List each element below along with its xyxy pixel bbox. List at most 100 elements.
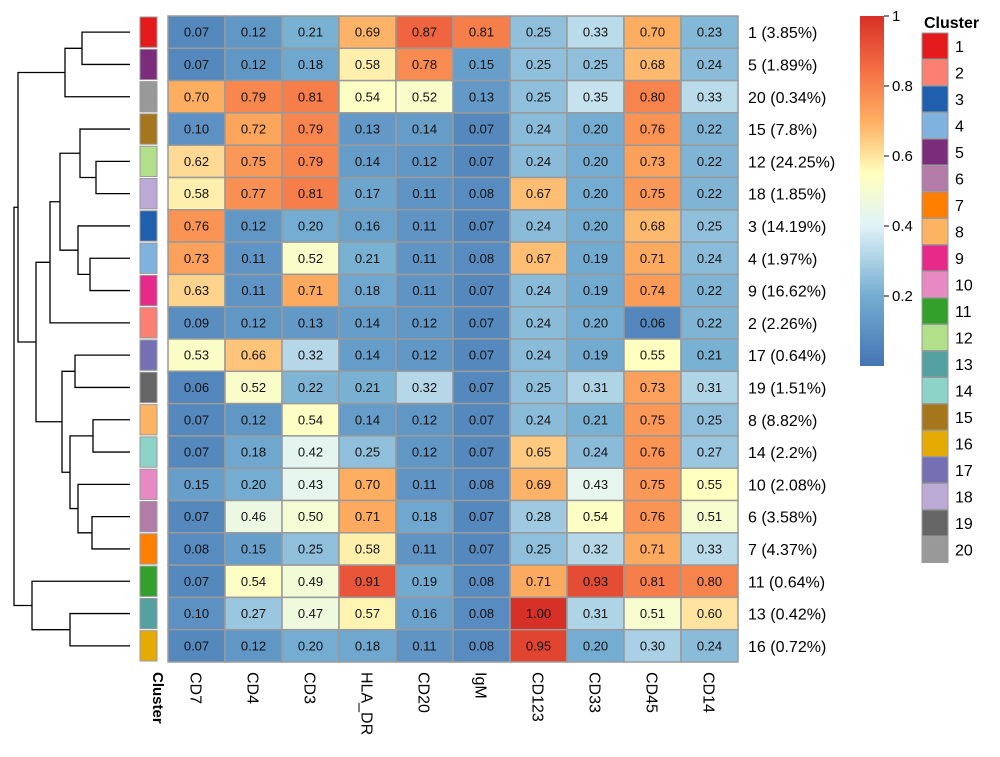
cell-value-label: 0.07 (469, 122, 494, 137)
cell-value-label: 0.68 (640, 218, 665, 233)
cell-value-label: 0.54 (355, 89, 380, 104)
cell-value-label: 0.24 (526, 122, 551, 137)
column-labels: CD7 CD4 CD3 HLA_DR CD20 IgM CD123 CD33 CD45 CD14 (187, 672, 717, 735)
cell-value-label: 0.25 (583, 57, 608, 72)
heatmap-cell (680, 467, 739, 502)
heatmap-cell (566, 402, 625, 437)
dendrogram-branch (69, 612, 130, 647)
cell-value-label: 0.20 (583, 315, 608, 330)
cell-value-label: 0.11 (241, 283, 265, 298)
heatmap-cell (680, 628, 739, 663)
column-label: CD7 (187, 672, 204, 704)
legend-swatch (921, 350, 949, 378)
legend-swatch (921, 112, 949, 139)
cell-value-label: 0.11 (412, 186, 436, 201)
cell-value-label: 0.06 (184, 380, 209, 395)
heatmap-cell (224, 499, 283, 534)
cell-value-label: 0.14 (355, 154, 380, 169)
cell-value-label: 0.31 (583, 380, 608, 395)
cell-value-label: 0.07 (184, 638, 209, 653)
cell-value-label: 0.18 (355, 283, 380, 298)
cell-value-label: 0.76 (184, 218, 209, 233)
cell-value-label: 0.12 (412, 348, 437, 363)
cell-value-label: 1.00 (526, 606, 551, 621)
cell-value-label: 0.19 (583, 251, 608, 266)
column-label: CD123 (529, 672, 546, 722)
cell-value-label: 0.09 (184, 315, 209, 330)
cell-value-label: 0.25 (526, 25, 551, 40)
cell-value-label: 0.18 (355, 638, 380, 653)
cell-value-label: 0.18 (298, 57, 323, 72)
cell-value-label: 0.55 (640, 348, 665, 363)
cluster-annotation-swatch (139, 404, 158, 436)
cell-value-label: 0.12 (241, 638, 266, 653)
cell-value-label: 0.21 (355, 251, 380, 266)
heatmap-cell (167, 596, 226, 631)
cell-value-label: 0.75 (640, 477, 665, 492)
cluster-annotation-swatch (139, 145, 158, 177)
heatmap-cell (680, 564, 739, 599)
cell-value-label: 0.21 (697, 348, 722, 363)
heatmap-cell (623, 338, 682, 373)
cell-value-label: 0.93 (583, 574, 608, 589)
heatmap-cell (566, 467, 625, 502)
dendrogram-branch (74, 354, 130, 389)
cell-value-label: 0.11 (241, 251, 265, 266)
cell-value-label: 0.15 (184, 477, 209, 492)
heatmap-cell (281, 241, 340, 276)
cell-value-label: 0.21 (298, 25, 323, 40)
heatmap-cell (395, 499, 454, 534)
cell-value-label: 0.51 (640, 606, 665, 621)
cell-value-label: 0.54 (583, 509, 608, 524)
column-label: CD33 (586, 672, 603, 713)
heatmap-cell (224, 209, 283, 243)
cell-value-label: 0.43 (583, 477, 608, 492)
legend-swatch (921, 456, 949, 484)
cell-value-label: 0.18 (412, 509, 437, 524)
cell-value-label: 0.24 (697, 251, 722, 266)
legend-swatch (921, 536, 949, 563)
cluster-annotation-swatch (139, 501, 158, 533)
cell-value-label: 0.51 (697, 509, 722, 524)
cell-value-label: 0.07 (469, 283, 494, 298)
cell-value-label: 0.79 (298, 122, 323, 137)
cell-value-label: 0.11 (412, 251, 436, 266)
heatmap-cell (338, 435, 397, 469)
cell-value-label: 0.25 (697, 412, 722, 427)
cell-value-label: 0.11 (412, 218, 436, 233)
heatmap-cell (566, 305, 625, 340)
cell-value-label: 0.07 (469, 218, 494, 233)
cell-value-label: 0.22 (697, 315, 722, 330)
cell-value-label: 0.20 (583, 154, 608, 169)
cluster-annotation-column (139, 16, 158, 662)
row-label: 12 (24.25%) (748, 154, 835, 171)
cell-value-label: 0.87 (412, 25, 437, 40)
heatmap-cell (680, 241, 739, 276)
heatmap-cell (680, 370, 739, 405)
heatmap-cell (452, 79, 511, 114)
heatmap-cell (509, 532, 568, 566)
heatmap-cell (680, 15, 739, 50)
heatmap-cell (566, 112, 625, 146)
heatmap-cell (224, 15, 283, 50)
heatmap-cell (395, 628, 454, 663)
cell-value-label: 0.13 (355, 122, 380, 137)
cell-value-label: 0.08 (469, 574, 494, 589)
row-label: 13 (0.42%) (748, 607, 826, 624)
cell-value-label: 0.21 (583, 412, 608, 427)
cell-value-label: 0.11 (412, 541, 436, 556)
cluster-legend-title: Cluster (924, 15, 979, 32)
cell-value-label: 0.25 (526, 541, 551, 556)
row-label: 7 (4.37%) (748, 542, 817, 559)
heatmap-cell (338, 79, 397, 114)
legend-label: 11 (955, 304, 972, 321)
heatmap-cell (566, 596, 625, 631)
cell-value-label: 0.07 (469, 509, 494, 524)
heatmap-cell (509, 596, 568, 631)
heatmap-cell (566, 47, 625, 82)
cell-value-label: 0.43 (298, 477, 323, 492)
cell-value-label: 0.47 (298, 606, 323, 621)
heatmap-cell (680, 499, 739, 534)
cell-value-label: 0.08 (469, 638, 494, 653)
